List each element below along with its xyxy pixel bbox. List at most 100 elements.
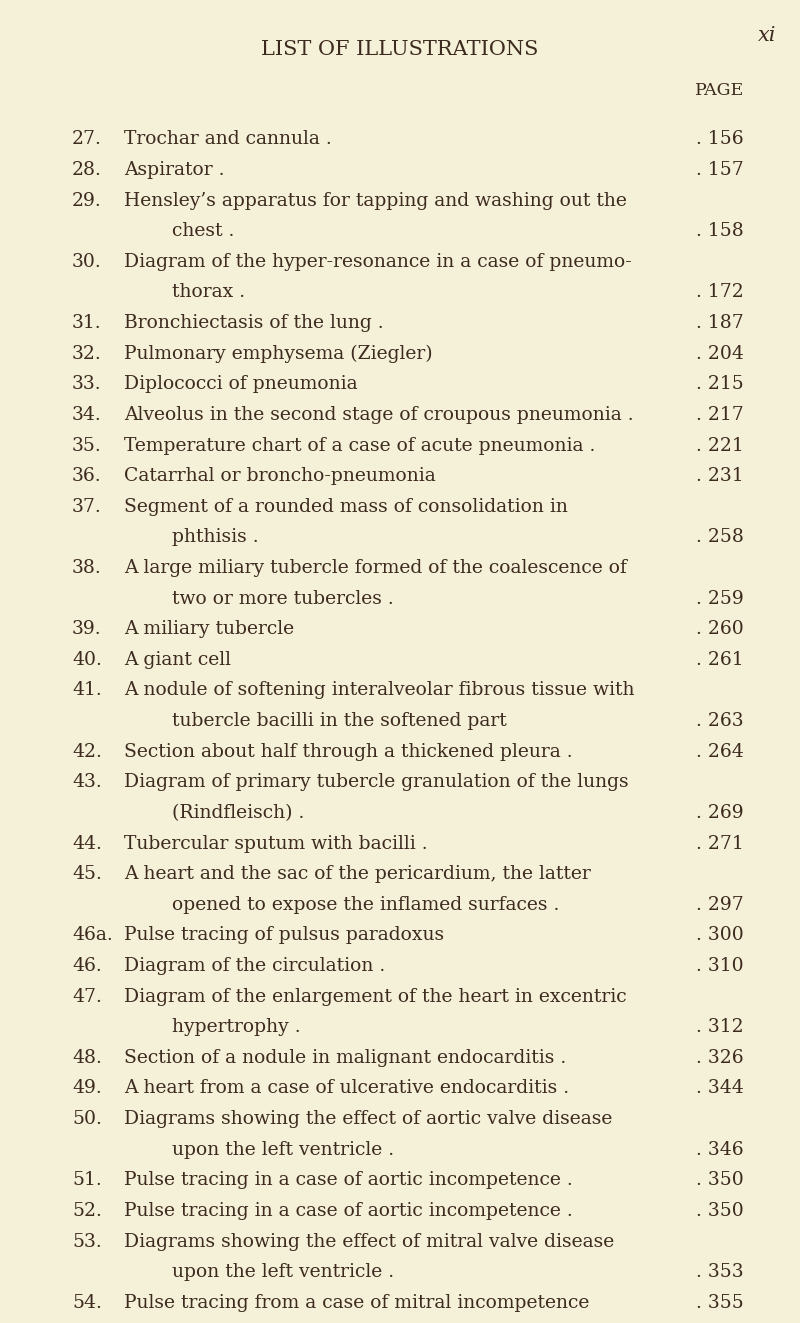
Text: 32.: 32. [72, 345, 102, 363]
Text: . 263: . 263 [696, 712, 744, 730]
Text: 46a.: 46a. [72, 926, 113, 945]
Text: 48.: 48. [72, 1049, 102, 1066]
Text: . 326: . 326 [696, 1049, 744, 1066]
Text: 38.: 38. [72, 560, 102, 577]
Text: Tubercular sputum with bacilli .: Tubercular sputum with bacilli . [124, 835, 428, 852]
Text: opened to expose the inflamed surfaces .: opened to expose the inflamed surfaces . [172, 896, 559, 914]
Text: . 156: . 156 [696, 131, 744, 148]
Text: . 269: . 269 [696, 804, 744, 822]
Text: 46.: 46. [72, 957, 102, 975]
Text: Pulse tracing from a case of mitral incompetence: Pulse tracing from a case of mitral inco… [124, 1294, 590, 1311]
Text: . 350: . 350 [696, 1201, 744, 1220]
Text: 35.: 35. [72, 437, 102, 455]
Text: Pulse tracing in a case of aortic incompetence .: Pulse tracing in a case of aortic incomp… [124, 1201, 573, 1220]
Text: . 187: . 187 [696, 314, 744, 332]
Text: Diagram of the circulation .: Diagram of the circulation . [124, 957, 386, 975]
Text: Pulmonary emphysema (Ziegler): Pulmonary emphysema (Ziegler) [124, 345, 433, 363]
Text: 51.: 51. [72, 1171, 102, 1189]
Text: . 355: . 355 [696, 1294, 744, 1311]
Text: . 258: . 258 [696, 528, 744, 546]
Text: upon the left ventricle .: upon the left ventricle . [172, 1263, 394, 1281]
Text: Trochar and cannula .: Trochar and cannula . [124, 131, 332, 148]
Text: . 344: . 344 [696, 1080, 744, 1098]
Text: 52.: 52. [72, 1201, 102, 1220]
Text: . 217: . 217 [696, 406, 744, 423]
Text: 43.: 43. [72, 773, 102, 791]
Text: Diagram of primary tubercle granulation of the lungs: Diagram of primary tubercle granulation … [124, 773, 629, 791]
Text: . 157: . 157 [696, 161, 744, 179]
Text: LIST OF ILLUSTRATIONS: LIST OF ILLUSTRATIONS [262, 40, 538, 58]
Text: Diagrams showing the effect of aortic valve disease: Diagrams showing the effect of aortic va… [124, 1110, 612, 1129]
Text: . 300: . 300 [696, 926, 744, 945]
Text: 40.: 40. [72, 651, 102, 669]
Text: Diagram of the enlargement of the heart in excentric: Diagram of the enlargement of the heart … [124, 987, 626, 1005]
Text: PAGE: PAGE [694, 82, 744, 99]
Text: 30.: 30. [72, 253, 102, 271]
Text: 50.: 50. [72, 1110, 102, 1129]
Text: . 261: . 261 [696, 651, 744, 669]
Text: A heart from a case of ulcerative endocarditis .: A heart from a case of ulcerative endoca… [124, 1080, 569, 1098]
Text: Diagram of the hyper-resonance in a case of pneumo-: Diagram of the hyper-resonance in a case… [124, 253, 632, 271]
Text: . 350: . 350 [696, 1171, 744, 1189]
Text: . 346: . 346 [696, 1140, 744, 1159]
Text: . 172: . 172 [696, 283, 744, 302]
Text: Temperature chart of a case of acute pneumonia .: Temperature chart of a case of acute pne… [124, 437, 595, 455]
Text: A miliary tubercle: A miliary tubercle [124, 620, 294, 638]
Text: Diagrams showing the effect of mitral valve disease: Diagrams showing the effect of mitral va… [124, 1233, 614, 1250]
Text: Bronchiectasis of the lung .: Bronchiectasis of the lung . [124, 314, 384, 332]
Text: . 260: . 260 [696, 620, 744, 638]
Text: hypertrophy .: hypertrophy . [172, 1019, 301, 1036]
Text: 49.: 49. [72, 1080, 102, 1098]
Text: 44.: 44. [72, 835, 102, 852]
Text: Section about half through a thickened pleura .: Section about half through a thickened p… [124, 742, 573, 761]
Text: . 271: . 271 [696, 835, 744, 852]
Text: . 312: . 312 [696, 1019, 744, 1036]
Text: . 231: . 231 [696, 467, 744, 486]
Text: Hensley’s apparatus for tapping and washing out the: Hensley’s apparatus for tapping and wash… [124, 192, 627, 209]
Text: A nodule of softening interalveolar fibrous tissue with: A nodule of softening interalveolar fibr… [124, 681, 634, 700]
Text: Segment of a rounded mass of consolidation in: Segment of a rounded mass of consolidati… [124, 497, 568, 516]
Text: 54.: 54. [72, 1294, 102, 1311]
Text: . 264: . 264 [696, 742, 744, 761]
Text: Section of a nodule in malignant endocarditis .: Section of a nodule in malignant endocar… [124, 1049, 566, 1066]
Text: . 353: . 353 [696, 1263, 744, 1281]
Text: Pulse tracing in a case of aortic incompetence .: Pulse tracing in a case of aortic incomp… [124, 1171, 573, 1189]
Text: . 297: . 297 [696, 896, 744, 914]
Text: Catarrhal or broncho-pneumonia: Catarrhal or broncho-pneumonia [124, 467, 436, 486]
Text: Diplococci of pneumonia: Diplococci of pneumonia [124, 376, 358, 393]
Text: 28.: 28. [72, 161, 102, 179]
Text: 27.: 27. [72, 131, 102, 148]
Text: . 310: . 310 [696, 957, 744, 975]
Text: . 204: . 204 [696, 345, 744, 363]
Text: 29.: 29. [72, 192, 102, 209]
Text: A large miliary tubercle formed of the coalescence of: A large miliary tubercle formed of the c… [124, 560, 627, 577]
Text: (Rindfleisch) .: (Rindfleisch) . [172, 804, 304, 822]
Text: tubercle bacilli in the softened part: tubercle bacilli in the softened part [172, 712, 506, 730]
Text: phthisis .: phthisis . [172, 528, 258, 546]
Text: 39.: 39. [72, 620, 102, 638]
Text: . 221: . 221 [696, 437, 744, 455]
Text: . 215: . 215 [696, 376, 744, 393]
Text: thorax .: thorax . [172, 283, 245, 302]
Text: 41.: 41. [72, 681, 102, 700]
Text: 42.: 42. [72, 742, 102, 761]
Text: xi: xi [758, 26, 776, 45]
Text: chest .: chest . [172, 222, 234, 241]
Text: Alveolus in the second stage of croupous pneumonia .: Alveolus in the second stage of croupous… [124, 406, 634, 423]
Text: 53.: 53. [72, 1233, 102, 1250]
Text: 45.: 45. [72, 865, 102, 884]
Text: 37.: 37. [72, 497, 102, 516]
Text: 33.: 33. [72, 376, 102, 393]
Text: two or more tubercles .: two or more tubercles . [172, 590, 394, 607]
Text: Aspirator .: Aspirator . [124, 161, 225, 179]
Text: 34.: 34. [72, 406, 102, 423]
Text: upon the left ventricle .: upon the left ventricle . [172, 1140, 394, 1159]
Text: . 158: . 158 [696, 222, 744, 241]
Text: . 259: . 259 [696, 590, 744, 607]
Text: 36.: 36. [72, 467, 102, 486]
Text: 31.: 31. [72, 314, 102, 332]
Text: A heart and the sac of the pericardium, the latter: A heart and the sac of the pericardium, … [124, 865, 590, 884]
Text: A giant cell: A giant cell [124, 651, 231, 669]
Text: 47.: 47. [72, 987, 102, 1005]
Text: Pulse tracing of pulsus paradoxus: Pulse tracing of pulsus paradoxus [124, 926, 444, 945]
